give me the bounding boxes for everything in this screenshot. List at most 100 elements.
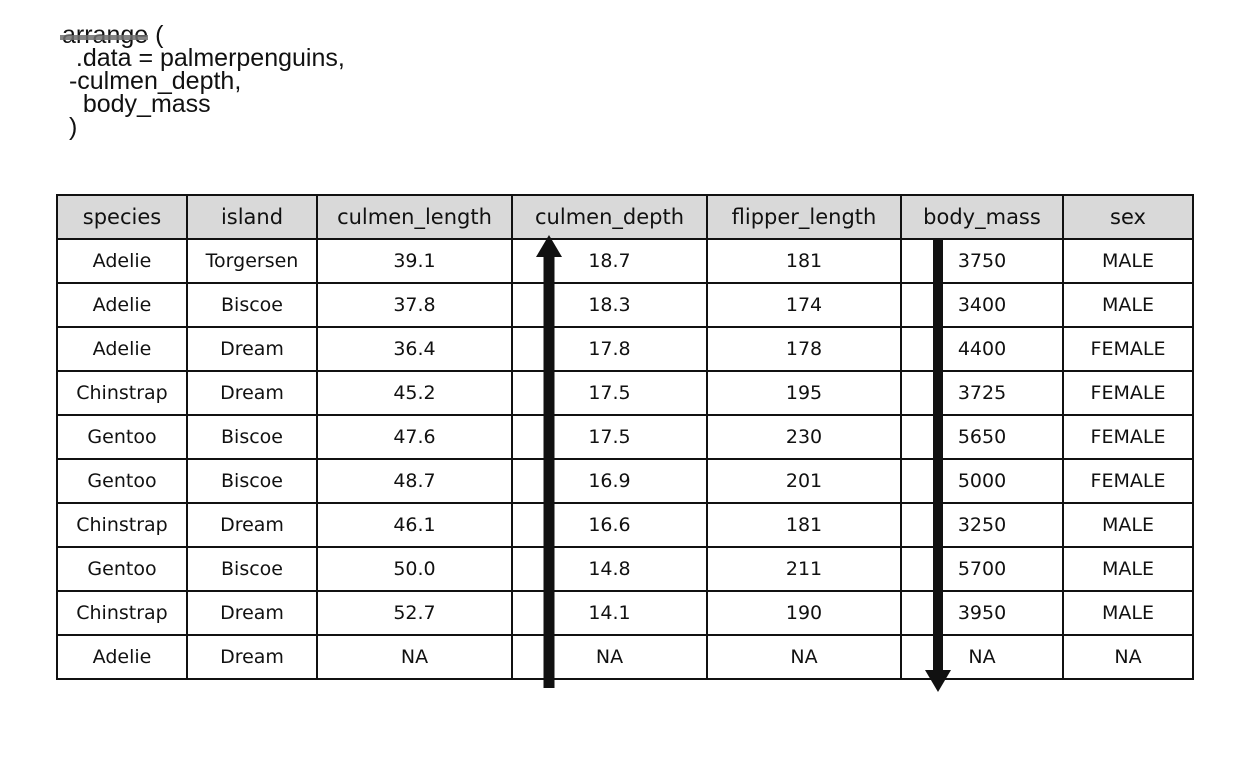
cell-culmen-length: 39.1 [316, 238, 513, 284]
cell-culmen-depth: 16.6 [511, 502, 708, 548]
strike-highlight [60, 35, 149, 40]
cell-culmen-length: 45.2 [316, 370, 513, 416]
cell-island: Biscoe [186, 414, 318, 460]
cell-culmen-length: NA [316, 634, 513, 680]
function-name: arrange [60, 23, 149, 48]
cell-species: Gentoo [56, 458, 188, 504]
header-row: species island culmen_length culmen_depth fl… [56, 194, 1194, 240]
cell-flipper-length: 211 [706, 546, 902, 592]
code-line-close-paren: ) [62, 113, 78, 141]
cell-sex: FEMALE [1062, 370, 1194, 416]
cell-body-mass: 5000 [900, 458, 1064, 504]
cell-sex: NA [1062, 634, 1194, 680]
cell-culmen-length: 50.0 [316, 546, 513, 592]
table-row: Adelie Dream NA NA NA NA NA [56, 634, 1194, 680]
cell-body-mass: 3750 [900, 238, 1064, 284]
cell-sex: FEMALE [1062, 458, 1194, 504]
cell-species: Chinstrap [56, 502, 188, 548]
cell-culmen-depth: 14.1 [511, 590, 708, 636]
cell-island: Biscoe [186, 546, 318, 592]
cell-flipper-length: 178 [706, 326, 902, 372]
table-row: Gentoo Biscoe 50.0 14.8 211 5700 MALE [56, 546, 1194, 592]
code-line-culmen-depth-arg: -culmen_depth, [62, 67, 242, 95]
table-row: Adelie Torgersen 39.1 18.7 181 3750 MALE [56, 238, 1194, 284]
cell-sex: MALE [1062, 546, 1194, 592]
cell-body-mass: 5650 [900, 414, 1064, 460]
column-header-sex: sex [1062, 194, 1194, 240]
table-row: Chinstrap Dream 46.1 16.6 181 3250 MALE [56, 502, 1194, 548]
cell-island: Dream [186, 326, 318, 372]
cell-island: Torgersen [186, 238, 318, 284]
code-line-data-arg: .data = palmerpenguins, [62, 44, 345, 72]
cell-culmen-length: 47.6 [316, 414, 513, 460]
cell-culmen-depth: 17.5 [511, 414, 708, 460]
cell-species: Chinstrap [56, 370, 188, 416]
table-row: Gentoo Biscoe 48.7 16.9 201 5000 FEMALE [56, 458, 1194, 504]
cell-flipper-length: 195 [706, 370, 902, 416]
cell-island: Biscoe [186, 458, 318, 504]
cell-body-mass: 3400 [900, 282, 1064, 328]
cell-body-mass: 3725 [900, 370, 1064, 416]
cell-culmen-depth: 18.7 [511, 238, 708, 284]
column-header-island: island [186, 194, 318, 240]
cell-flipper-length: 230 [706, 414, 902, 460]
cell-flipper-length: NA [706, 634, 902, 680]
table-row: Adelie Dream 36.4 17.8 178 4400 FEMALE [56, 326, 1194, 372]
cell-species: Adelie [56, 238, 188, 284]
column-header-body-mass: body_mass [900, 194, 1064, 240]
column-header-flipper-length: flipper_length [706, 194, 902, 240]
column-header-culmen-length: culmen_length [316, 194, 513, 240]
cell-culmen-depth: 17.8 [511, 326, 708, 372]
cell-body-mass: NA [900, 634, 1064, 680]
code-line-function: arrange ( [60, 21, 345, 49]
cell-body-mass: 4400 [900, 326, 1064, 372]
cell-sex: MALE [1062, 502, 1194, 548]
cell-sex: MALE [1062, 282, 1194, 328]
cell-culmen-length: 36.4 [316, 326, 513, 372]
cell-species: Chinstrap [56, 590, 188, 636]
table-row: Adelie Biscoe 37.8 18.3 174 3400 MALE [56, 282, 1194, 328]
cell-culmen-length: 48.7 [316, 458, 513, 504]
cell-culmen-depth: 14.8 [511, 546, 708, 592]
cell-island: Dream [186, 370, 318, 416]
cell-culmen-length: 46.1 [316, 502, 513, 548]
cell-body-mass: 3250 [900, 502, 1064, 548]
cell-species: Adelie [56, 634, 188, 680]
column-header-species: species [56, 194, 188, 240]
cell-sex: MALE [1062, 590, 1194, 636]
cell-sex: MALE [1062, 238, 1194, 284]
cell-culmen-depth: 16.9 [511, 458, 708, 504]
penguins-table: species island culmen_length culmen_depth fl… [56, 194, 1194, 680]
cell-island: Dream [186, 634, 318, 680]
cell-culmen-length: 52.7 [316, 590, 513, 636]
cell-flipper-length: 190 [706, 590, 902, 636]
table-row: Chinstrap Dream 52.7 14.1 190 3950 MALE [56, 590, 1194, 636]
cell-flipper-length: 174 [706, 282, 902, 328]
cell-culmen-depth: NA [511, 634, 708, 680]
cell-species: Adelie [56, 282, 188, 328]
cell-flipper-length: 181 [706, 502, 902, 548]
code-snippet: arrange ( .data = palmerpenguins, -culme… [60, 21, 345, 141]
cell-body-mass: 3950 [900, 590, 1064, 636]
code-line-body-mass-arg: body_mass [62, 90, 211, 118]
cell-island: Dream [186, 590, 318, 636]
cell-flipper-length: 181 [706, 238, 902, 284]
cell-body-mass: 5700 [900, 546, 1064, 592]
cell-species: Gentoo [56, 546, 188, 592]
cell-culmen-depth: 17.5 [511, 370, 708, 416]
cell-species: Gentoo [56, 414, 188, 460]
table-body: Adelie Torgersen 39.1 18.7 181 3750 MALE Adelie… [56, 238, 1194, 680]
column-header-culmen-depth: culmen_depth [511, 194, 708, 240]
cell-species: Adelie [56, 326, 188, 372]
cell-island: Dream [186, 502, 318, 548]
cell-culmen-depth: 18.3 [511, 282, 708, 328]
cell-culmen-length: 37.8 [316, 282, 513, 328]
cell-island: Biscoe [186, 282, 318, 328]
table-header: species island culmen_length culmen_depth fl… [56, 194, 1194, 240]
table-row: Gentoo Biscoe 47.6 17.5 230 5650 FEMALE [56, 414, 1194, 460]
cell-sex: FEMALE [1062, 414, 1194, 460]
open-paren: ( [148, 21, 164, 49]
cell-sex: FEMALE [1062, 326, 1194, 372]
cell-flipper-length: 201 [706, 458, 902, 504]
table-row: Chinstrap Dream 45.2 17.5 195 3725 FEMALE [56, 370, 1194, 416]
